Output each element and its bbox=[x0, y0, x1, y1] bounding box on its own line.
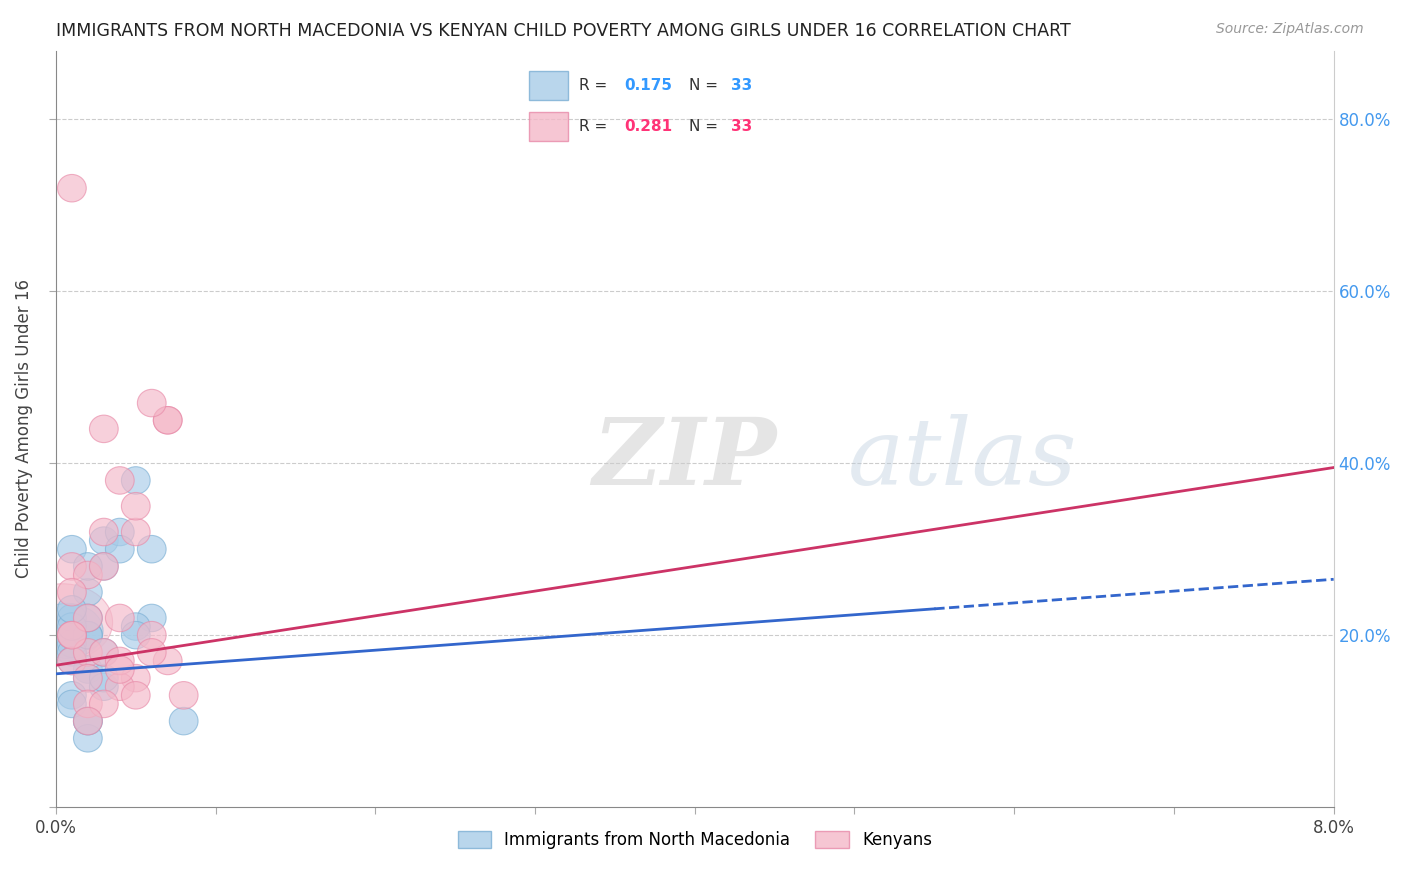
Bar bbox=[529, 112, 568, 141]
Ellipse shape bbox=[58, 604, 86, 632]
Ellipse shape bbox=[31, 603, 103, 658]
Ellipse shape bbox=[58, 578, 86, 606]
Text: 33: 33 bbox=[731, 78, 752, 93]
Ellipse shape bbox=[73, 578, 103, 606]
Ellipse shape bbox=[90, 639, 118, 666]
Ellipse shape bbox=[90, 673, 118, 700]
Ellipse shape bbox=[58, 639, 86, 666]
Ellipse shape bbox=[90, 518, 118, 546]
Text: R =: R = bbox=[579, 78, 613, 93]
Ellipse shape bbox=[58, 690, 86, 718]
Ellipse shape bbox=[58, 622, 86, 648]
Ellipse shape bbox=[58, 622, 86, 648]
Ellipse shape bbox=[13, 583, 112, 661]
Ellipse shape bbox=[73, 707, 103, 735]
Ellipse shape bbox=[73, 707, 103, 735]
Text: Source: ZipAtlas.com: Source: ZipAtlas.com bbox=[1216, 22, 1364, 37]
Ellipse shape bbox=[138, 535, 166, 563]
Ellipse shape bbox=[90, 553, 118, 580]
Text: R =: R = bbox=[579, 120, 613, 134]
Text: 0.281: 0.281 bbox=[624, 120, 672, 134]
Ellipse shape bbox=[73, 639, 103, 666]
Ellipse shape bbox=[90, 639, 118, 666]
Ellipse shape bbox=[73, 604, 103, 632]
Text: 33: 33 bbox=[731, 120, 752, 134]
Ellipse shape bbox=[153, 407, 183, 434]
Ellipse shape bbox=[73, 561, 103, 589]
Ellipse shape bbox=[73, 665, 103, 692]
Ellipse shape bbox=[138, 622, 166, 648]
Ellipse shape bbox=[90, 527, 118, 554]
Ellipse shape bbox=[153, 407, 183, 434]
Ellipse shape bbox=[121, 622, 150, 648]
Ellipse shape bbox=[121, 518, 150, 546]
Ellipse shape bbox=[73, 724, 103, 752]
Text: N =: N = bbox=[689, 120, 723, 134]
Ellipse shape bbox=[105, 518, 134, 546]
Ellipse shape bbox=[58, 175, 86, 202]
Text: ZIP: ZIP bbox=[592, 414, 776, 504]
Ellipse shape bbox=[58, 613, 86, 640]
Ellipse shape bbox=[58, 648, 86, 674]
Ellipse shape bbox=[138, 604, 166, 632]
Ellipse shape bbox=[121, 467, 150, 494]
Ellipse shape bbox=[58, 630, 86, 657]
Y-axis label: Child Poverty Among Girls Under 16: Child Poverty Among Girls Under 16 bbox=[15, 279, 32, 578]
Ellipse shape bbox=[105, 604, 134, 632]
Ellipse shape bbox=[90, 553, 118, 580]
Text: atlas: atlas bbox=[848, 414, 1077, 504]
Text: N =: N = bbox=[689, 78, 723, 93]
Ellipse shape bbox=[73, 690, 103, 718]
Ellipse shape bbox=[73, 665, 103, 692]
Text: IMMIGRANTS FROM NORTH MACEDONIA VS KENYAN CHILD POVERTY AMONG GIRLS UNDER 16 COR: IMMIGRANTS FROM NORTH MACEDONIA VS KENYA… bbox=[56, 22, 1071, 40]
Bar bbox=[529, 71, 568, 100]
Ellipse shape bbox=[90, 690, 118, 718]
Ellipse shape bbox=[169, 707, 198, 735]
Ellipse shape bbox=[105, 648, 134, 674]
Ellipse shape bbox=[138, 389, 166, 417]
Ellipse shape bbox=[105, 535, 134, 563]
Legend: Immigrants from North Macedonia, Kenyans: Immigrants from North Macedonia, Kenyans bbox=[451, 824, 939, 855]
Ellipse shape bbox=[121, 665, 150, 692]
Ellipse shape bbox=[153, 648, 183, 674]
Ellipse shape bbox=[90, 415, 118, 442]
Ellipse shape bbox=[105, 467, 134, 494]
Ellipse shape bbox=[138, 639, 166, 666]
Ellipse shape bbox=[169, 681, 198, 709]
Ellipse shape bbox=[121, 613, 150, 640]
Text: 0.175: 0.175 bbox=[624, 78, 672, 93]
Ellipse shape bbox=[73, 656, 103, 683]
Ellipse shape bbox=[58, 622, 86, 648]
Ellipse shape bbox=[90, 665, 118, 692]
Ellipse shape bbox=[73, 604, 103, 632]
Ellipse shape bbox=[73, 622, 103, 648]
Ellipse shape bbox=[105, 673, 134, 700]
Ellipse shape bbox=[58, 648, 86, 674]
Ellipse shape bbox=[58, 553, 86, 580]
Ellipse shape bbox=[105, 656, 134, 683]
Ellipse shape bbox=[121, 492, 150, 520]
Ellipse shape bbox=[58, 596, 86, 624]
Ellipse shape bbox=[58, 535, 86, 563]
Ellipse shape bbox=[58, 681, 86, 709]
Ellipse shape bbox=[73, 622, 103, 648]
Ellipse shape bbox=[121, 681, 150, 709]
Ellipse shape bbox=[73, 553, 103, 580]
Ellipse shape bbox=[73, 707, 103, 735]
